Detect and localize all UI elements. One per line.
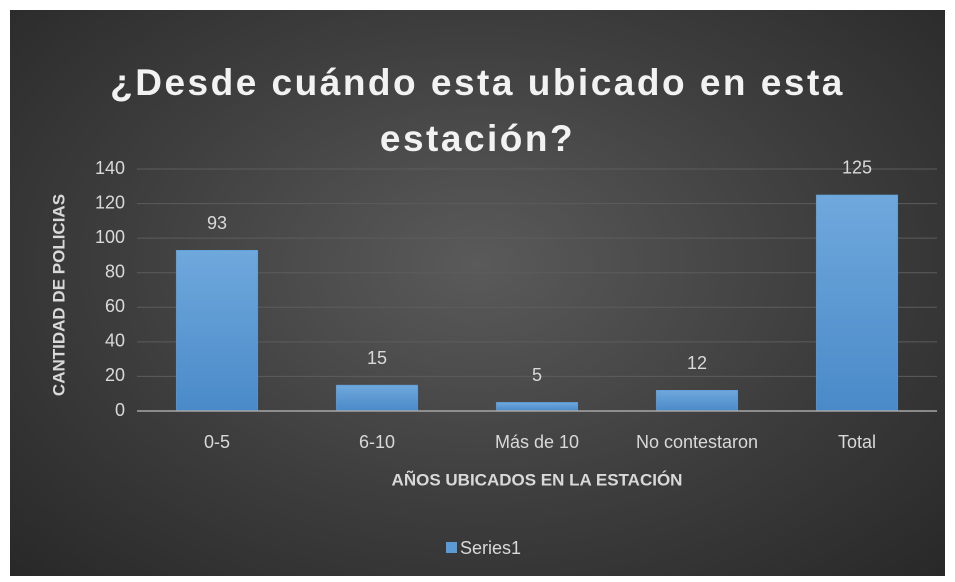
bar: [175, 249, 259, 412]
legend-swatch: [446, 542, 457, 553]
y-tick-label: 100: [95, 227, 125, 247]
data-label: 15: [367, 348, 387, 368]
y-tick-label: 0: [115, 400, 125, 420]
y-tick-label: 80: [105, 261, 125, 281]
data-label: 93: [207, 213, 227, 233]
data-label: 5: [532, 365, 542, 385]
x-tick-label: Total: [838, 432, 876, 452]
y-tick-label: 60: [105, 296, 125, 316]
x-tick-label: Más de 10: [495, 432, 579, 452]
bar: [655, 390, 739, 412]
x-tick-label: 0-5: [204, 432, 230, 452]
bar: [495, 402, 579, 412]
data-label: 12: [687, 353, 707, 373]
y-axis-title: CANTIDAD DE POLICIAS: [49, 194, 68, 396]
y-tick-label: 40: [105, 331, 125, 351]
x-tick-label: 6-10: [359, 432, 395, 452]
y-tick-label: 140: [95, 158, 125, 178]
y-tick-label: 120: [95, 192, 125, 212]
y-tick-label: 20: [105, 365, 125, 385]
bar: [815, 194, 899, 412]
chart-title: ¿Desde cuándo esta ubicado en esta estac…: [110, 62, 845, 159]
legend-label: Series1: [460, 538, 521, 558]
data-label: 125: [842, 158, 872, 178]
x-axis-title: AÑOS UBICADOS EN LA ESTACIÓN: [392, 469, 683, 489]
bar: [335, 384, 419, 412]
x-tick-label: No contestaron: [636, 432, 758, 452]
chart-background: [10, 10, 945, 576]
